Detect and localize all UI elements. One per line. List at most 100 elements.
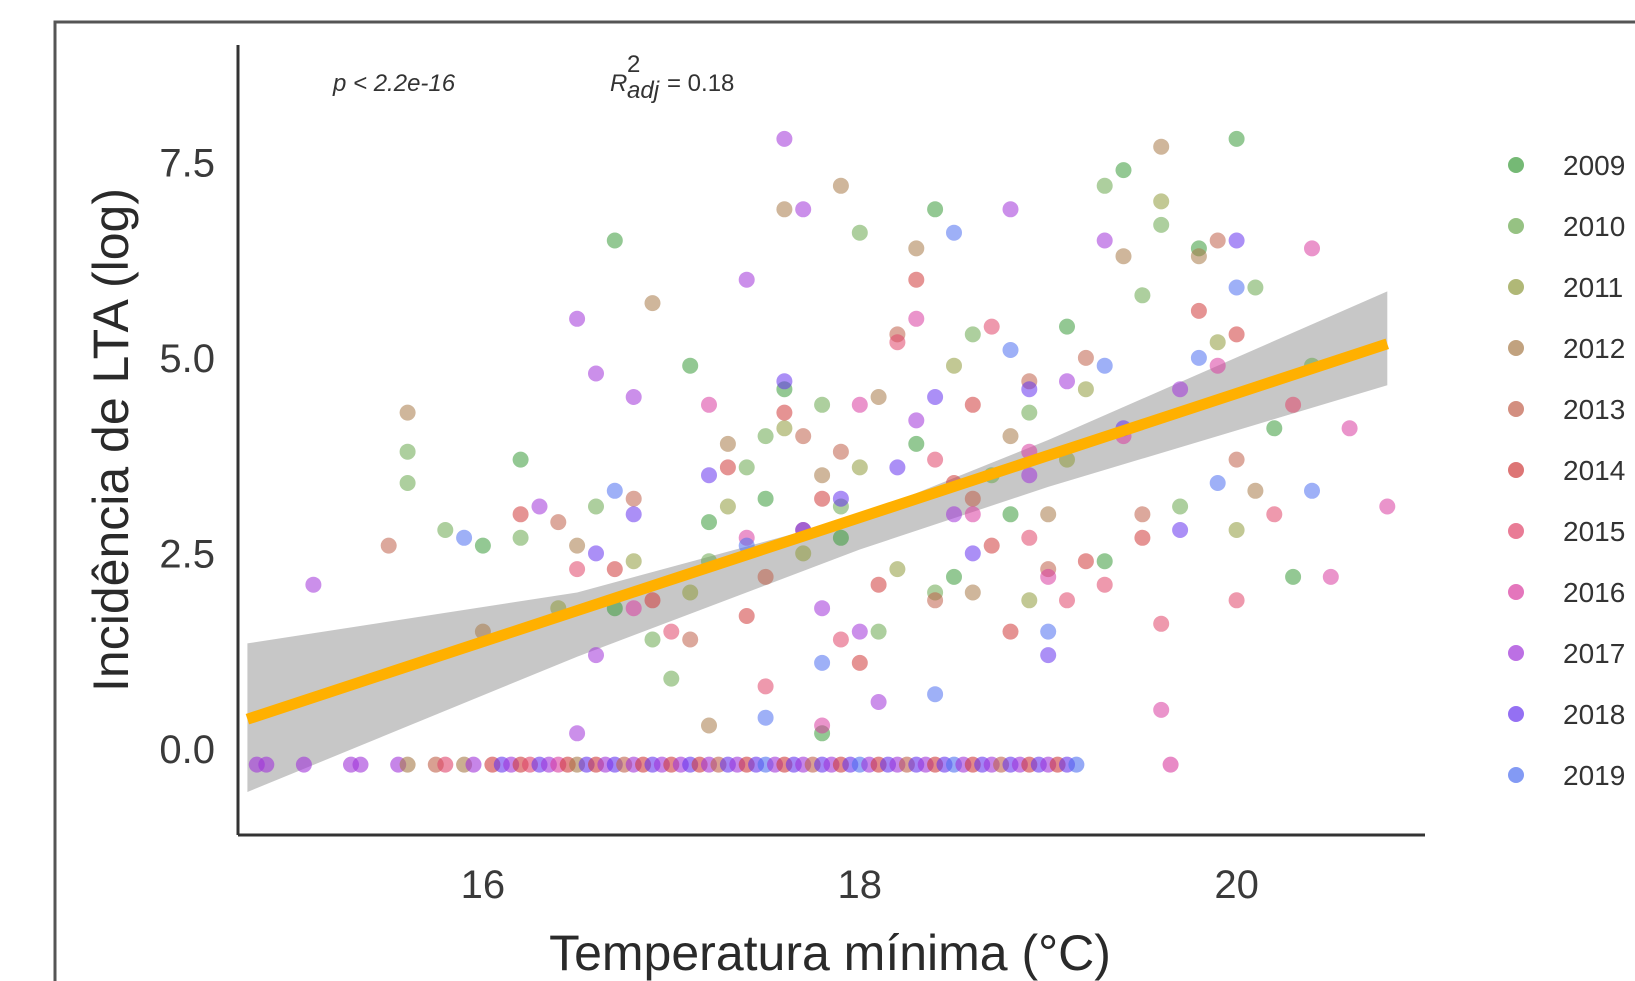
legend-label: 2010 bbox=[1563, 211, 1625, 242]
data-point bbox=[908, 271, 925, 288]
data-point bbox=[1096, 553, 1113, 570]
data-point bbox=[946, 224, 962, 241]
data-point bbox=[776, 404, 793, 421]
data-point bbox=[908, 435, 925, 452]
data-point bbox=[1077, 381, 1094, 398]
legend-key bbox=[1508, 157, 1524, 173]
data-point bbox=[832, 631, 849, 648]
data-point bbox=[1209, 334, 1226, 351]
confidence-band bbox=[247, 291, 1388, 792]
data-point bbox=[352, 756, 369, 773]
data-point bbox=[1002, 201, 1019, 218]
data-point bbox=[870, 694, 887, 710]
data-point bbox=[1153, 138, 1170, 155]
r2-value: = 0.18 bbox=[667, 70, 734, 97]
data-point bbox=[757, 568, 774, 585]
data-point bbox=[851, 224, 868, 241]
data-point bbox=[738, 608, 755, 624]
data-point bbox=[964, 326, 981, 343]
data-point bbox=[964, 584, 981, 601]
data-point bbox=[757, 490, 774, 507]
data-point bbox=[625, 553, 642, 570]
data-point bbox=[1228, 279, 1245, 296]
data-point bbox=[1021, 467, 1038, 484]
data-point bbox=[399, 756, 416, 773]
data-point bbox=[399, 443, 416, 460]
data-point bbox=[1021, 404, 1038, 421]
data-point bbox=[644, 592, 661, 609]
data-point bbox=[1077, 553, 1094, 570]
data-point bbox=[663, 623, 680, 640]
data-point bbox=[1134, 287, 1151, 304]
legend-key bbox=[1508, 340, 1524, 356]
data-point bbox=[1059, 592, 1075, 609]
data-point bbox=[1068, 756, 1085, 773]
data-point bbox=[795, 545, 812, 562]
data-point bbox=[588, 647, 604, 664]
data-point bbox=[625, 389, 642, 405]
data-point bbox=[814, 717, 831, 734]
legend-label: 2012 bbox=[1563, 333, 1625, 364]
data-point bbox=[1134, 506, 1151, 523]
data-point bbox=[305, 576, 322, 593]
data-point bbox=[1209, 475, 1226, 491]
data-point bbox=[851, 623, 868, 640]
x-tick-label: 16 bbox=[461, 863, 506, 907]
data-point bbox=[456, 529, 473, 546]
legend-label: 2019 bbox=[1563, 760, 1625, 791]
y-tick-label: 2.5 bbox=[159, 532, 215, 576]
data-point bbox=[1266, 506, 1283, 523]
data-point bbox=[1040, 568, 1057, 585]
data-point bbox=[776, 373, 793, 390]
data-point bbox=[814, 490, 831, 507]
data-point bbox=[437, 522, 454, 538]
data-point bbox=[832, 529, 849, 546]
data-point bbox=[625, 490, 642, 507]
data-point bbox=[1096, 576, 1113, 593]
legend-key bbox=[1508, 218, 1524, 234]
data-point bbox=[889, 561, 906, 578]
data-point bbox=[908, 310, 925, 327]
y-tick-labels: 0.0 2.5 5.0 7.5 bbox=[159, 141, 215, 772]
data-point bbox=[964, 545, 981, 562]
data-point bbox=[1190, 349, 1207, 366]
data-point bbox=[964, 506, 981, 523]
x-tick-labels: 16 18 20 bbox=[461, 863, 1259, 907]
data-point bbox=[1153, 216, 1170, 233]
confidence-band-layer bbox=[247, 291, 1388, 792]
data-point bbox=[682, 584, 699, 601]
fit-line-layer bbox=[245, 338, 1390, 725]
panel-border bbox=[53, 20, 1635, 981]
data-point bbox=[1002, 428, 1019, 445]
data-point bbox=[1096, 232, 1113, 249]
legend-key bbox=[1508, 767, 1524, 783]
legend-label: 2015 bbox=[1563, 516, 1625, 547]
data-point bbox=[1002, 342, 1019, 358]
data-point bbox=[295, 756, 312, 773]
data-point bbox=[1209, 232, 1226, 249]
data-point bbox=[644, 631, 661, 648]
data-point bbox=[1304, 482, 1320, 499]
data-point bbox=[1002, 506, 1019, 523]
data-point bbox=[512, 451, 529, 468]
data-point bbox=[258, 756, 275, 773]
y-tick-label: 7.5 bbox=[159, 141, 215, 185]
legend-key bbox=[1508, 279, 1524, 295]
data-point bbox=[531, 498, 548, 515]
data-point bbox=[1172, 381, 1189, 398]
data-point bbox=[814, 467, 831, 484]
data-point bbox=[1209, 357, 1226, 374]
legend-label: 2009 bbox=[1563, 150, 1625, 181]
data-point bbox=[1285, 568, 1302, 585]
data-point bbox=[983, 318, 1000, 335]
data-point bbox=[832, 177, 849, 194]
data-point bbox=[1153, 615, 1170, 632]
data-point bbox=[588, 365, 604, 382]
data-point bbox=[1172, 522, 1189, 538]
data-point bbox=[380, 537, 397, 554]
data-point bbox=[757, 678, 774, 695]
legend-label: 2011 bbox=[1563, 272, 1623, 303]
data-point bbox=[569, 537, 586, 554]
data-points-layer bbox=[248, 130, 1396, 773]
